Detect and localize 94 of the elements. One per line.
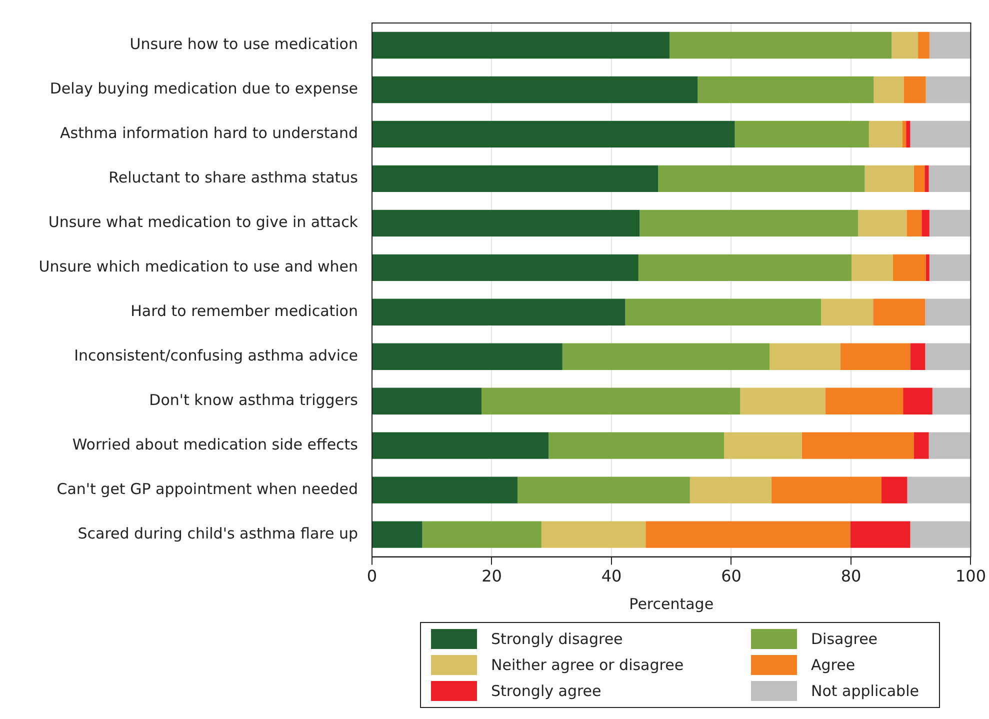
bar: [638, 254, 852, 282]
bar: [372, 32, 670, 59]
y-tick-label: Inconsistent/confusing asthma advice: [74, 346, 358, 365]
legend-label: Disagree: [811, 630, 878, 648]
bar: [372, 165, 658, 192]
legend-label: Agree: [811, 656, 856, 674]
bar: [372, 521, 422, 548]
bar: [926, 254, 930, 282]
bar: [802, 432, 914, 459]
bar: [873, 298, 926, 326]
bar: [874, 76, 904, 104]
bar: [932, 388, 971, 414]
bar: [625, 298, 822, 326]
bar: [690, 476, 772, 504]
y-tick-label: Unsure how to use medication: [130, 35, 358, 54]
bar: [840, 343, 910, 370]
y-tick-label: Can't get GP appointment when needed: [56, 480, 358, 498]
x-tick-label: 20: [482, 566, 502, 586]
bar: [734, 120, 869, 148]
bar: [698, 76, 874, 104]
bar: [910, 120, 971, 148]
bar: [925, 343, 971, 370]
x-tick-label: 80: [840, 566, 862, 586]
y-tick-label: Delay buying medication due to expense: [50, 80, 358, 98]
bar: [906, 120, 910, 148]
bar: [670, 32, 892, 59]
legend-label: Strongly agree: [491, 682, 602, 700]
bar: [517, 476, 690, 504]
bar: [864, 165, 914, 192]
bar: [907, 476, 971, 504]
bar: [918, 32, 930, 59]
bar: [372, 298, 626, 326]
y-tick-label: Unsure what medication to give in attack: [48, 213, 358, 232]
legend-label: Strongly disagree: [491, 630, 623, 648]
bar: [658, 165, 865, 192]
bar: [928, 432, 971, 459]
bar: [914, 165, 925, 192]
x-tick-label: 0: [366, 566, 378, 586]
x-tick-label: 60: [721, 566, 742, 586]
bar: [771, 476, 882, 504]
bar: [372, 388, 482, 414]
x-axis-title: Percentage: [629, 594, 714, 613]
bar: [825, 388, 904, 414]
bar: [903, 388, 932, 414]
bar: [868, 120, 902, 148]
bar: [422, 521, 542, 548]
bar: [372, 476, 518, 504]
bar: [882, 476, 908, 504]
bar: [906, 210, 922, 237]
bar: [929, 210, 971, 237]
bar: [928, 165, 971, 192]
bar: [904, 76, 926, 104]
bar: [922, 210, 930, 237]
y-tick-label: Asthma information hard to understand: [60, 124, 358, 142]
x-tick-label: 40: [601, 566, 622, 586]
bar: [372, 210, 640, 237]
bar: [929, 254, 971, 282]
bar: [372, 120, 735, 148]
y-tick-label: Don't know asthma triggers: [149, 391, 358, 409]
bar: [910, 343, 926, 370]
y-tick-label: Worried about medication side effects: [72, 435, 358, 454]
bar: [740, 388, 826, 414]
bar: [892, 254, 926, 282]
bar: [646, 521, 850, 548]
y-tick-label: Reluctant to share asthma status: [108, 168, 358, 187]
bar: [925, 298, 971, 326]
bar: [372, 343, 562, 370]
legend-label: Not applicable: [811, 682, 919, 700]
bar: [770, 343, 840, 370]
bar: [541, 521, 646, 548]
bar: [902, 120, 906, 148]
y-tick-label: Scared during child's asthma flare up: [78, 524, 358, 542]
bar: [821, 298, 874, 326]
y-tick-label: Unsure which medication to use and when: [38, 258, 358, 276]
bar: [929, 32, 971, 59]
bar: [914, 432, 929, 459]
bar: [924, 165, 929, 192]
bar: [372, 432, 549, 459]
bar: [858, 210, 907, 237]
bar: [372, 76, 698, 104]
bar: [926, 76, 971, 104]
x-tick-label: 100: [955, 566, 986, 586]
bar: [852, 254, 893, 282]
bar: [640, 210, 858, 237]
y-tick-label: Hard to remember medication: [130, 302, 358, 320]
bar: [892, 32, 918, 59]
bar: [548, 432, 724, 459]
bar: [724, 432, 802, 459]
bar: [482, 388, 740, 414]
bar: [850, 521, 910, 548]
bar: [910, 521, 971, 548]
legend-label: Neither agree or disagree: [491, 656, 684, 674]
bar: [372, 254, 638, 282]
bar: [562, 343, 770, 370]
